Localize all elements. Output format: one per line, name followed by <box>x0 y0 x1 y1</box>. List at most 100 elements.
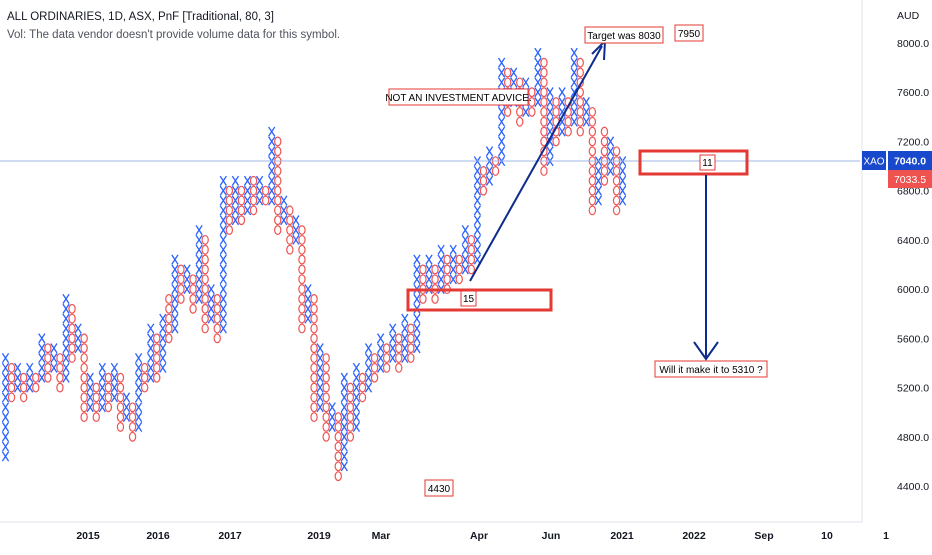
x-mark <box>401 323 409 334</box>
x-mark <box>86 402 94 413</box>
o-mark <box>261 185 270 196</box>
o-mark <box>201 303 209 314</box>
projection-arrowhead <box>693 341 719 361</box>
x-mark <box>497 116 506 127</box>
o-column <box>419 264 427 304</box>
x-mark <box>389 343 397 354</box>
x-mark <box>461 244 469 255</box>
x-mark <box>159 333 167 344</box>
o-mark <box>140 372 149 383</box>
o-mark <box>322 382 330 393</box>
time-tick-label: Sep <box>754 530 773 542</box>
o-mark <box>261 195 270 206</box>
o-column <box>153 333 161 383</box>
o-mark <box>419 294 427 304</box>
o-mark <box>310 372 318 383</box>
x-mark <box>26 382 34 393</box>
x-mark <box>570 116 578 127</box>
x-mark <box>340 412 348 423</box>
x-mark <box>328 402 336 413</box>
o-mark <box>201 254 209 265</box>
x-mark <box>606 165 615 177</box>
o-column <box>298 225 306 334</box>
o-column <box>32 372 40 393</box>
o-mark <box>310 392 318 403</box>
o-mark <box>310 333 318 344</box>
symbol-badge[interactable]: XAO <box>863 157 884 168</box>
x-mark <box>425 274 433 285</box>
x-mark <box>219 274 227 285</box>
o-mark <box>395 333 403 344</box>
x-column <box>316 343 324 413</box>
x-mark <box>340 431 348 442</box>
o-mark <box>68 303 76 314</box>
x-mark <box>219 234 227 245</box>
x-mark <box>606 146 615 157</box>
price-tick-label: 6800.0 <box>897 186 929 198</box>
o-mark <box>44 343 52 354</box>
x-mark <box>340 372 348 383</box>
count-label-15-bg <box>460 290 477 307</box>
o-mark <box>68 343 76 354</box>
o-column <box>431 264 439 304</box>
o-mark <box>80 362 88 373</box>
x-column <box>364 343 373 393</box>
x-mark <box>594 175 603 186</box>
breakout-box-2[interactable] <box>638 149 749 176</box>
x-mark <box>473 195 482 206</box>
x-mark <box>171 284 179 295</box>
o-mark <box>274 215 282 226</box>
x-mark <box>268 165 276 177</box>
x-mark <box>558 116 566 127</box>
x-mark <box>280 205 288 216</box>
breakout-box-1[interactable] <box>406 288 553 312</box>
x-mark <box>147 362 155 373</box>
o-mark <box>588 106 597 117</box>
o-mark <box>274 195 282 206</box>
x-mark <box>534 67 542 78</box>
x-mark <box>497 106 506 117</box>
o-mark <box>80 343 88 354</box>
o-mark <box>128 431 137 442</box>
x-mark <box>219 323 227 334</box>
time-axis[interactable]: 2015 2016 2017 2019 Mar Apr Jun 2021 2022 Sep 10 1 <box>0 521 889 542</box>
x-mark <box>195 234 203 245</box>
o-mark <box>600 126 609 137</box>
x-mark <box>510 67 518 78</box>
target-label-bg <box>584 26 664 44</box>
x-mark <box>219 185 227 196</box>
x-mark <box>207 303 215 314</box>
x-mark <box>243 205 252 216</box>
o-mark <box>346 402 355 413</box>
x-mark <box>473 225 482 236</box>
bottom-label-bg <box>424 479 454 497</box>
o-mark <box>310 362 318 373</box>
o-mark <box>431 264 439 275</box>
x-mark <box>558 126 566 137</box>
o-mark <box>298 274 306 285</box>
o-mark <box>467 264 476 275</box>
o-mark <box>104 372 113 383</box>
x-column <box>159 313 167 373</box>
x-mark <box>413 323 421 334</box>
x-column <box>255 175 264 206</box>
o-mark <box>310 294 318 304</box>
o-mark <box>588 146 597 157</box>
o-mark <box>116 422 125 432</box>
x-mark <box>352 372 361 383</box>
o-mark <box>201 294 209 304</box>
o-mark <box>576 97 584 107</box>
x-mark <box>389 352 397 364</box>
o-mark <box>370 353 379 363</box>
x-mark <box>38 343 46 354</box>
x-mark <box>171 254 179 265</box>
x-mark <box>1 382 10 393</box>
x-mark <box>134 421 143 432</box>
x-mark <box>62 303 70 314</box>
price-axis[interactable]: AUD 8000.0 7600.0 7200.0 6800.0 6400.0 6000.0… <box>861 0 932 522</box>
x-mark <box>340 451 348 462</box>
x-mark <box>546 116 554 127</box>
x-mark <box>255 195 264 206</box>
